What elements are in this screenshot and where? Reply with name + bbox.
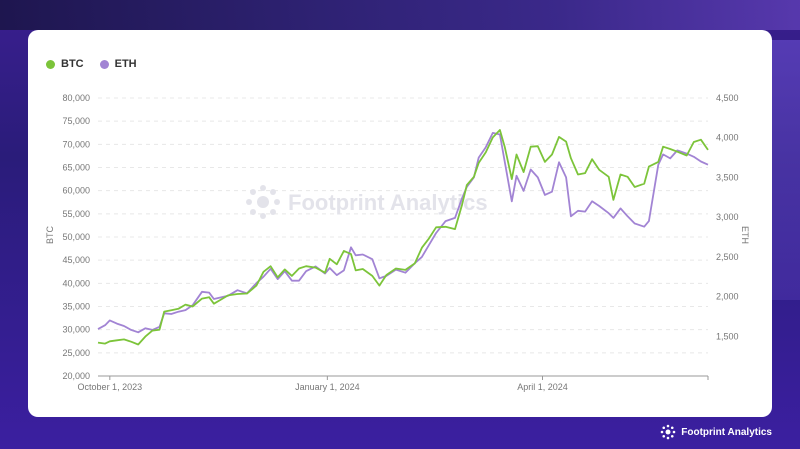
x-axis-ticks: October 1, 2023 January 1, 2024 April 1, 2… (78, 376, 709, 392)
y-left-tick-label: 45,000 (62, 255, 90, 265)
left-axis-ticks: 80,000 75,000 70,000 65,000 60,000 55,000 50,0… (62, 93, 90, 381)
chart-card: BTC ETH Footprint Analytics 80,000 75,000… (28, 30, 772, 417)
line-chart: Footprint Analytics 80,000 75,000 70,000 65… (45, 93, 750, 392)
x-tick-label: October 1, 2023 (78, 382, 143, 392)
legend-dot-eth (99, 59, 109, 69)
series-line-btc (97, 129, 709, 346)
y-left-tick-label: 80,000 (62, 93, 90, 103)
y-left-tick-label: 55,000 (62, 209, 90, 219)
y-left-tick-label: 65,000 (62, 163, 90, 173)
right-axis-title: ETH (740, 226, 750, 244)
y-left-tick-label: 40,000 (62, 278, 90, 288)
x-tick-label: January 1, 2024 (295, 382, 360, 392)
y-right-tick-label: 1,500 (716, 331, 739, 341)
footprint-logo-icon (660, 424, 676, 440)
y-right-tick-label: 2,000 (716, 292, 739, 302)
y-left-tick-label: 25,000 (62, 348, 90, 358)
chart-legend: BTC ETH (46, 58, 137, 70)
y-right-tick-label: 4,000 (716, 133, 739, 143)
y-right-tick-label: 3,500 (716, 172, 739, 182)
y-left-tick-label: 50,000 (62, 232, 90, 242)
legend-dot-btc (46, 59, 55, 69)
gridlines (98, 97, 708, 377)
x-tick-label: April 1, 2024 (517, 382, 568, 392)
watermark: Footprint Analytics (246, 185, 488, 219)
y-left-tick-label: 30,000 (62, 325, 90, 335)
right-axis-ticks: 4,500 4,000 3,500 3,000 2,500 2,000 1,500 (716, 93, 739, 341)
footer-brand: Footprint Analytics (660, 424, 772, 440)
y-left-tick-label: 60,000 (62, 186, 90, 196)
left-axis-title: BTC (45, 225, 55, 244)
watermark-text: Footprint Analytics (288, 190, 488, 215)
legend-item-btc[interactable]: BTC (46, 58, 84, 70)
y-right-tick-label: 3,000 (716, 212, 739, 222)
y-left-tick-label: 70,000 (62, 139, 90, 149)
y-right-tick-label: 2,500 (716, 252, 739, 262)
series-line-eth (97, 132, 709, 334)
legend-label-btc: BTC (61, 58, 84, 70)
y-right-tick-label: 4,500 (716, 93, 739, 103)
legend-item-eth[interactable]: ETH (99, 58, 137, 70)
footer-brand-text: Footprint Analytics (681, 426, 772, 438)
y-left-tick-label: 35,000 (62, 302, 90, 312)
background-banner (0, 0, 800, 30)
y-left-tick-label: 75,000 (62, 116, 90, 126)
y-left-tick-label: 20,000 (62, 371, 90, 381)
footprint-logo-icon (246, 185, 280, 219)
legend-label-eth: ETH (114, 58, 137, 70)
